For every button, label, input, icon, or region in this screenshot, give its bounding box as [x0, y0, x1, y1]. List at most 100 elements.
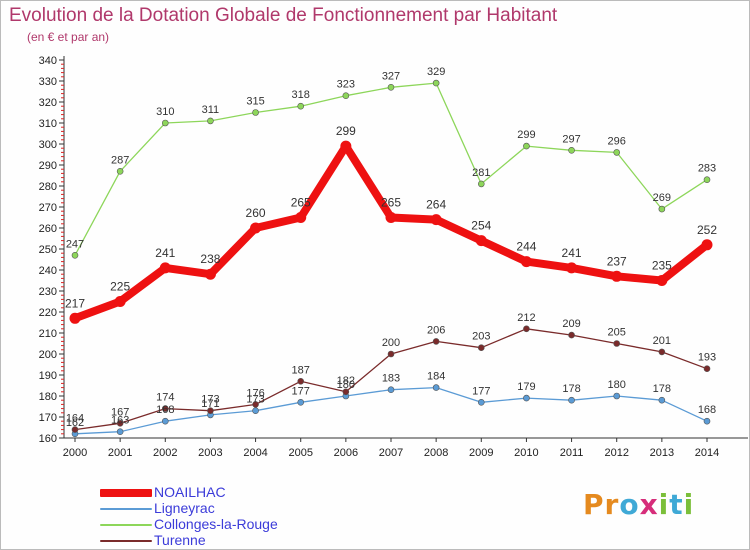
data-point: [71, 426, 79, 433]
data-point: [658, 396, 666, 404]
x-tick-label: 2011: [560, 447, 584, 459]
data-label: 184: [427, 371, 445, 383]
data-label: 180: [337, 379, 355, 391]
y-tick-label: 210: [39, 328, 57, 340]
data-label: 283: [698, 163, 716, 175]
legend-label: Turenne: [154, 532, 206, 548]
data-label: 296: [608, 135, 626, 147]
data-label: 176: [246, 387, 264, 399]
x-tick-label: 2007: [379, 447, 403, 459]
data-label: 201: [653, 335, 671, 347]
logo-letter: o: [619, 488, 640, 521]
data-point: [703, 365, 711, 373]
logo-letter: r: [604, 488, 620, 521]
data-label: 173: [201, 394, 219, 406]
y-tick-label: 220: [39, 307, 57, 319]
data-label: 168: [156, 404, 174, 416]
data-point: [207, 407, 214, 415]
data-point: [703, 176, 711, 183]
data-label: 178: [562, 383, 580, 395]
data-label: 297: [562, 133, 580, 145]
x-tick-label: 2006: [334, 447, 358, 459]
chart-subtitle: (en € et par an): [27, 30, 110, 44]
data-point: [204, 268, 216, 280]
x-tick-label: 2009: [469, 447, 493, 459]
y-tick-label: 160: [39, 433, 57, 445]
data-label: 265: [381, 196, 401, 210]
data-label: 238: [200, 252, 220, 266]
data-label: 212: [517, 312, 535, 324]
data-point: [295, 212, 307, 223]
data-label: 287: [111, 154, 129, 166]
data-label: 281: [472, 167, 490, 179]
legend-label: NOAILHAC: [154, 484, 226, 500]
data-label: 162: [66, 417, 84, 429]
legend-swatch: [100, 540, 152, 542]
data-label: 174: [156, 392, 174, 404]
data-label: 163: [111, 415, 129, 427]
data-point: [656, 275, 668, 286]
data-point: [701, 239, 713, 251]
logo-letter: i: [658, 488, 670, 521]
y-tick-label: 310: [39, 118, 57, 130]
data-point: [523, 142, 530, 150]
data-label: 164: [66, 413, 84, 425]
y-tick-label: 180: [39, 391, 57, 403]
y-tick-label: 240: [39, 265, 57, 277]
data-point: [658, 205, 666, 213]
data-label: 217: [65, 296, 85, 310]
x-tick-label: 2001: [108, 447, 132, 459]
x-tick-label: 2014: [695, 447, 719, 459]
data-point: [207, 117, 214, 125]
data-point: [387, 386, 395, 394]
data-point: [116, 428, 124, 436]
data-label: 177: [292, 385, 310, 397]
y-tick-label: 230: [39, 286, 57, 298]
data-label: 179: [517, 381, 535, 393]
x-tick-label: 2005: [288, 447, 312, 459]
x-tick-label: 2012: [604, 447, 628, 459]
logo-letter: P: [583, 488, 605, 521]
data-point: [71, 252, 79, 259]
data-label: 209: [562, 318, 580, 330]
data-label: 205: [608, 327, 626, 339]
data-point: [568, 396, 575, 404]
data-label: 182: [337, 375, 355, 387]
x-tick-label: 2004: [243, 447, 267, 459]
data-label: 173: [246, 394, 264, 406]
data-point: [477, 344, 485, 352]
y-tick-label: 190: [39, 370, 57, 382]
data-point: [613, 392, 621, 400]
data-point: [477, 398, 485, 406]
data-point: [161, 119, 169, 127]
data-point: [613, 149, 621, 156]
data-point: [340, 140, 352, 152]
x-tick-label: 2002: [153, 447, 177, 459]
data-label: 269: [653, 192, 671, 204]
data-label: 299: [517, 129, 535, 141]
y-tick-label: 250: [39, 244, 57, 256]
data-point: [703, 417, 711, 425]
data-point: [297, 377, 305, 385]
data-point: [69, 312, 81, 324]
data-label: 299: [336, 124, 356, 138]
series-line: [71, 142, 711, 323]
data-label: 265: [291, 196, 311, 210]
data-label: 241: [155, 246, 175, 260]
data-label: 235: [652, 259, 672, 273]
data-point: [432, 338, 440, 345]
data-point: [252, 401, 259, 408]
data-label: 241: [562, 246, 582, 260]
data-label: 225: [110, 280, 130, 294]
data-point: [161, 405, 169, 412]
data-label: 323: [337, 79, 355, 91]
legend-label: Ligneyrac: [154, 500, 215, 516]
data-point: [161, 417, 169, 425]
data-label: 168: [698, 404, 716, 416]
data-label: 203: [472, 331, 490, 343]
y-tick-label: 260: [39, 223, 57, 235]
data-point: [250, 222, 262, 234]
legend-swatch: [100, 508, 152, 510]
data-label: 260: [246, 206, 266, 220]
